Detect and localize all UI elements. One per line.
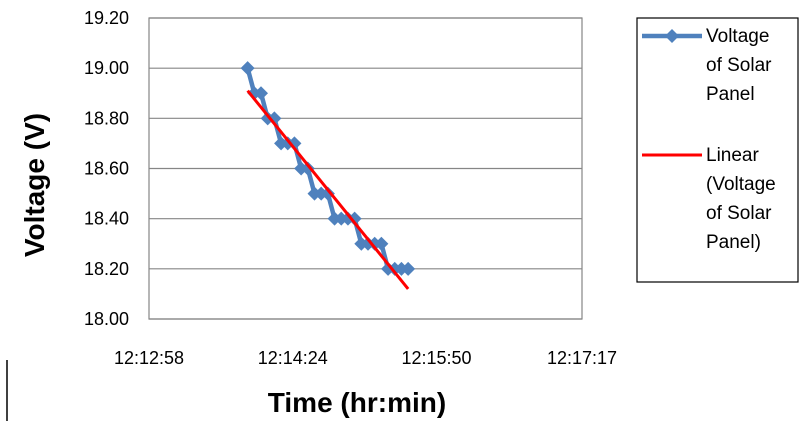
- legend: Voltage of Solar Panel Linear (Voltage of Sol…: [636, 17, 799, 283]
- grid-lines: [149, 17, 582, 320]
- legend-label: of Solar: [706, 55, 772, 76]
- data-point: [347, 211, 362, 226]
- data-point: [401, 261, 416, 276]
- x-tick-label: 12:12:58: [114, 348, 184, 368]
- plot-area: [148, 17, 583, 320]
- y-tick-label: 18.80: [84, 108, 129, 128]
- legend-marker: [665, 29, 679, 43]
- y-tick-label: 18.20: [84, 259, 129, 279]
- legend-label: (Voltage: [706, 174, 776, 195]
- x-tick-label: 12:14:24: [258, 348, 328, 368]
- x-tick-label: 12:17:17: [547, 348, 617, 368]
- legend-label: Panel: [706, 84, 755, 105]
- y-tick-label: 19.00: [84, 58, 129, 78]
- legend-label: Panel): [706, 232, 761, 253]
- y-axis-title: Voltage (V): [19, 113, 50, 257]
- legend-label: of Solar: [706, 203, 772, 224]
- y-tick-label: 18.00: [84, 309, 129, 329]
- legend-box: [636, 17, 799, 283]
- x-axis-title: Time (hr:min): [268, 387, 446, 418]
- legend-label: Voltage: [706, 26, 769, 47]
- series-layer: [240, 61, 416, 290]
- data-point: [240, 61, 255, 76]
- data-point: [300, 161, 315, 176]
- y-tick-label: 18.60: [84, 159, 129, 179]
- y-tick-label: 19.20: [84, 8, 129, 28]
- data-point: [287, 136, 302, 151]
- y-tick-label: 18.40: [84, 209, 129, 229]
- x-tick-label: 12:15:50: [402, 348, 472, 368]
- data-point: [320, 186, 335, 201]
- y-axis-ticks: 18.00 18.20 18.40 18.60 18.80 19.00 19.20: [84, 8, 129, 329]
- data-point: [267, 111, 282, 126]
- x-axis-ticks: 12:12:58 12:14:24 12:15:50 12:17:17: [114, 348, 617, 368]
- data-point: [374, 236, 389, 251]
- legend-label: Linear: [706, 145, 759, 166]
- trendline: [246, 89, 410, 290]
- data-point: [254, 86, 269, 101]
